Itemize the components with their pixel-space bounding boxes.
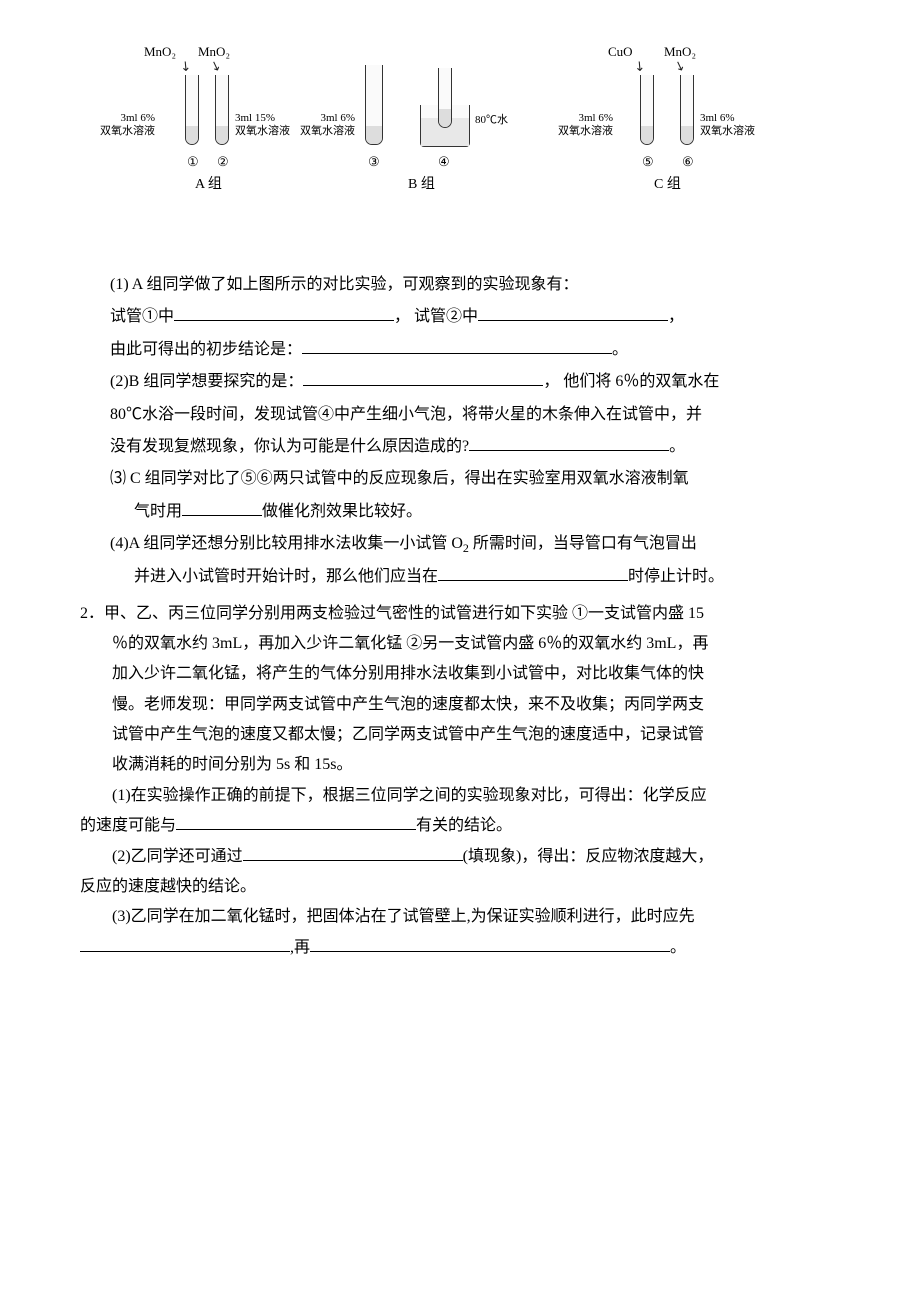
- blank[interactable]: [469, 433, 669, 451]
- blank[interactable]: [182, 498, 262, 516]
- q2-p2-l2: 反应的速度越快的结论。: [80, 872, 850, 902]
- catalyst-label-1: MnO₂: [144, 40, 176, 65]
- blank[interactable]: [310, 934, 670, 952]
- q1-4-line1: (4)A 组同学还想分别比较用排水法收集一小试管 O2 所需时间，当导管口有气泡…: [110, 529, 850, 560]
- blank[interactable]: [80, 934, 290, 952]
- blank[interactable]: [303, 369, 543, 387]
- blank[interactable]: [302, 336, 612, 354]
- tube-5: [640, 75, 654, 145]
- tube-3: [365, 65, 383, 145]
- experiment-diagram: MnO₂ MnO₂ ↘ ↘ 3ml 6% 双氧水溶液 3ml 15% 双氧水溶液…: [80, 40, 850, 240]
- q1-2-line2: 80℃水浴一段时间，发现试管④中产生细小气泡，将带火星的木条伸入在试管中，并: [110, 400, 850, 430]
- num-4: ④: [438, 150, 450, 175]
- q1-3-line1: ⑶ C 组同学对比了⑤⑥两只试管中的反应现象后，得出在实验室用双氧水溶液制氧: [110, 464, 850, 494]
- q2-p2-l1: (2)乙同学还可通过(填现象)，得出：反应物浓度越大，: [80, 842, 850, 872]
- q1-block: (1) A 组同学做了如上图所示的对比实验，可观察到的实验现象有： 试管①中， …: [80, 270, 850, 593]
- tube-2: [215, 75, 229, 145]
- catalyst-label-5: CuO: [608, 40, 633, 65]
- q1-2-line3: 没有发现复燃现象，你认为可能是什么原因造成的?。: [110, 432, 850, 462]
- num-6: ⑥: [682, 150, 694, 175]
- blank[interactable]: [478, 304, 668, 322]
- q2-p3-l2: ,再。: [80, 933, 850, 963]
- q2-stem-l3: 加入少许二氧化锰，将产生的气体分别用排水法收集到小试管中，对比收集气体的快: [80, 659, 850, 689]
- tube-4: [438, 68, 452, 128]
- blank[interactable]: [174, 304, 394, 322]
- q1-3-line2: 气时用做催化剂效果比较好。: [110, 497, 850, 527]
- solution-label-5: 3ml 6% 双氧水溶液: [558, 112, 613, 138]
- num-5: ⑤: [642, 150, 654, 175]
- q1-1-line2: 试管①中， 试管②中，: [110, 302, 850, 332]
- tube-1: [185, 75, 199, 145]
- blank[interactable]: [438, 564, 628, 582]
- q2-block: 2．甲、乙、丙三位同学分别用两支检验过气密性的试管进行如下实验 ①一支试管内盛 …: [80, 599, 850, 964]
- num-3: ③: [368, 150, 380, 175]
- q2-stem-l2: ％的双氧水约 3mL，再加入少许二氧化锰 ②另一支试管内盛 6％的双氧水约 3m…: [80, 629, 850, 659]
- q1-4-line2: 并进入小试管时开始计时，那么他们应当在时停止计时。: [110, 562, 850, 592]
- q2-p1-l2: 的速度可能与有关的结论。: [80, 811, 850, 841]
- group-label-c: C 组: [654, 172, 681, 199]
- group-label-a: A 组: [195, 172, 222, 199]
- blank[interactable]: [243, 843, 463, 861]
- q2-p3-l1: (3)乙同学在加二氧化锰时，把固体沾在了试管壁上,为保证实验顺利进行，此时应先: [80, 902, 850, 932]
- group-label-b: B 组: [408, 172, 435, 199]
- solution-label-2: 3ml 15% 双氧水溶液: [235, 112, 290, 138]
- num-1: ①: [187, 150, 199, 175]
- tube-6: [680, 75, 694, 145]
- q2-p1-l1: (1)在实验操作正确的前提下，根据三位同学之间的实验现象对比，可得出：化学反应: [80, 781, 850, 811]
- blank[interactable]: [176, 813, 416, 831]
- q2-stem-l4: 慢。老师发现：甲同学两支试管中产生气泡的速度都太快，来不及收集；丙同学两支: [80, 690, 850, 720]
- q2-stem-l6: 收满消耗的时间分别为 5s 和 15s。: [80, 750, 850, 780]
- q2-stem-l5: 试管中产生气泡的速度又都太慢；乙同学两支试管中产生气泡的速度适中，记录试管: [80, 720, 850, 750]
- q1-2-line1: (2)B 组同学想要探究的是：， 他们将 6％的双氧水在: [110, 367, 850, 397]
- q1-1-line3: 由此可得出的初步结论是：。: [110, 335, 850, 365]
- solution-label-1: 3ml 6% 双氧水溶液: [100, 112, 155, 138]
- num-2: ②: [217, 150, 229, 175]
- solution-label-6: 3ml 6% 双氧水溶液: [700, 112, 755, 138]
- water-temp-label: 80℃水: [475, 110, 508, 131]
- q1-1-line1: (1) A 组同学做了如上图所示的对比实验，可观察到的实验现象有：: [110, 270, 850, 300]
- q2-stem-l1: 2．甲、乙、丙三位同学分别用两支检验过气密性的试管进行如下实验 ①一支试管内盛 …: [80, 599, 850, 629]
- solution-label-3: 3ml 6% 双氧水溶液: [300, 112, 355, 138]
